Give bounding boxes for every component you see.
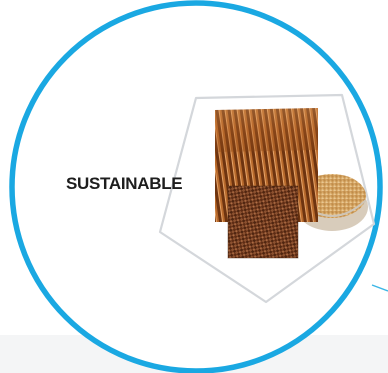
badge-title: SUSTAINABLE (66, 174, 183, 193)
connector-line (371, 284, 388, 292)
woven-fiber-mesh-icon (227, 185, 299, 259)
